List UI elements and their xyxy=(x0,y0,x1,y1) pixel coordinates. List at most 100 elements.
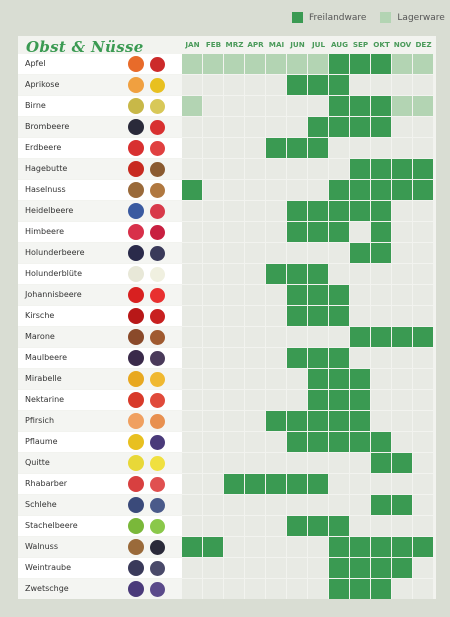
legend-lager-swatch xyxy=(380,12,392,23)
season-cell-sep xyxy=(350,411,370,431)
season-cell-mai xyxy=(266,390,286,410)
season-cell-feb xyxy=(203,390,223,410)
season-cell-mrz xyxy=(224,432,244,452)
season-cell-jun xyxy=(287,474,307,494)
season-cell-mrz xyxy=(224,243,244,263)
season-cell-mrz xyxy=(224,96,244,116)
season-cell-okt xyxy=(371,264,391,284)
season-cell-mai xyxy=(266,159,286,179)
blueberry-icon xyxy=(118,201,182,221)
season-cell-nov xyxy=(392,327,412,347)
season-cell-okt xyxy=(371,537,391,557)
season-cell-jan xyxy=(182,579,202,599)
table-row: Haselnuss xyxy=(18,180,434,201)
season-calendar: Obst & Nüsse JAN FEB MRZ APR MAI JUN JUL AUG SEP… xyxy=(18,36,436,599)
quince-icon-part xyxy=(150,456,165,471)
season-cell-sep xyxy=(350,75,370,95)
season-cell-sep xyxy=(350,117,370,137)
season-cell-nov xyxy=(392,222,412,242)
season-cell-jan xyxy=(182,495,202,515)
fruit-name: Birne xyxy=(18,96,118,116)
season-cell-mai xyxy=(266,432,286,452)
season-cell-okt xyxy=(371,432,391,452)
fruit-name: Pfirsich xyxy=(18,411,118,431)
season-cell-mrz xyxy=(224,537,244,557)
season-cell-mai xyxy=(266,138,286,158)
apricot-icon-part xyxy=(128,77,144,93)
season-grid xyxy=(182,117,434,138)
apple-icon xyxy=(118,54,182,74)
season-cell-feb xyxy=(203,117,223,137)
season-cell-sep xyxy=(350,327,370,347)
season-cell-okt xyxy=(371,117,391,137)
rhubarb-icon-part xyxy=(128,476,144,492)
table-row: Stachelbeere xyxy=(18,516,434,537)
quince-icon xyxy=(118,453,182,473)
table-row: Brombeere xyxy=(18,117,434,138)
season-cell-aug xyxy=(329,327,349,347)
table-row: Weintraube xyxy=(18,558,434,579)
rosehip-icon xyxy=(118,159,182,179)
rhubarb-icon-part xyxy=(150,477,165,492)
fruit-name: Apfel xyxy=(18,54,118,74)
blueberry-icon-part xyxy=(150,204,165,219)
season-cell-sep xyxy=(350,96,370,116)
hazelnut-icon xyxy=(118,180,182,200)
legend-freiland-label: Freilandware xyxy=(309,12,367,23)
season-cell-jul xyxy=(308,453,328,473)
season-cell-jul xyxy=(308,411,328,431)
elderflower-icon-part xyxy=(128,266,144,282)
month-header: JAN FEB MRZ APR MAI JUN JUL AUG SEP OKT NOV DEZ xyxy=(182,40,434,49)
season-cell-okt xyxy=(371,327,391,347)
season-cell-okt xyxy=(371,495,391,515)
nectarine-icon-part xyxy=(150,393,165,408)
season-cell-nov xyxy=(392,516,412,536)
season-grid xyxy=(182,453,434,474)
season-cell-mai xyxy=(266,474,286,494)
season-grid xyxy=(182,327,434,348)
rosehip-icon-part xyxy=(150,162,165,177)
season-cell-jun xyxy=(287,180,307,200)
season-cell-apr xyxy=(245,453,265,473)
season-cell-okt xyxy=(371,243,391,263)
season-cell-mrz xyxy=(224,201,244,221)
season-cell-dez xyxy=(413,579,433,599)
season-cell-feb xyxy=(203,579,223,599)
season-cell-jul xyxy=(308,306,328,326)
season-cell-dez xyxy=(413,96,433,116)
season-cell-jan xyxy=(182,117,202,137)
season-cell-nov xyxy=(392,390,412,410)
season-cell-aug xyxy=(329,285,349,305)
season-cell-nov xyxy=(392,306,412,326)
season-cell-dez xyxy=(413,537,433,557)
season-cell-mai xyxy=(266,264,286,284)
season-cell-jan xyxy=(182,432,202,452)
season-cell-aug xyxy=(329,264,349,284)
elderflower-icon xyxy=(118,264,182,284)
season-cell-okt xyxy=(371,348,391,368)
season-cell-okt xyxy=(371,369,391,389)
season-cell-jan xyxy=(182,243,202,263)
table-row: Mirabelle xyxy=(18,369,434,390)
season-cell-apr xyxy=(245,390,265,410)
season-cell-sep xyxy=(350,264,370,284)
season-cell-sep xyxy=(350,558,370,578)
fruit-name: Quitte xyxy=(18,453,118,473)
season-cell-dez xyxy=(413,411,433,431)
walnut-icon-part xyxy=(150,540,165,555)
season-cell-feb xyxy=(203,138,223,158)
season-cell-apr xyxy=(245,180,265,200)
season-cell-jun xyxy=(287,579,307,599)
elderflower-icon-part xyxy=(150,267,165,282)
season-cell-jan xyxy=(182,474,202,494)
season-cell-nov xyxy=(392,96,412,116)
season-cell-jun xyxy=(287,264,307,284)
fruit-name: Maulbeere xyxy=(18,348,118,368)
season-cell-jun xyxy=(287,327,307,347)
quince-icon-part xyxy=(128,455,144,471)
rosehip-icon-part xyxy=(128,161,144,177)
season-cell-jul xyxy=(308,348,328,368)
season-cell-jun xyxy=(287,390,307,410)
season-cell-aug xyxy=(329,495,349,515)
season-cell-sep xyxy=(350,495,370,515)
